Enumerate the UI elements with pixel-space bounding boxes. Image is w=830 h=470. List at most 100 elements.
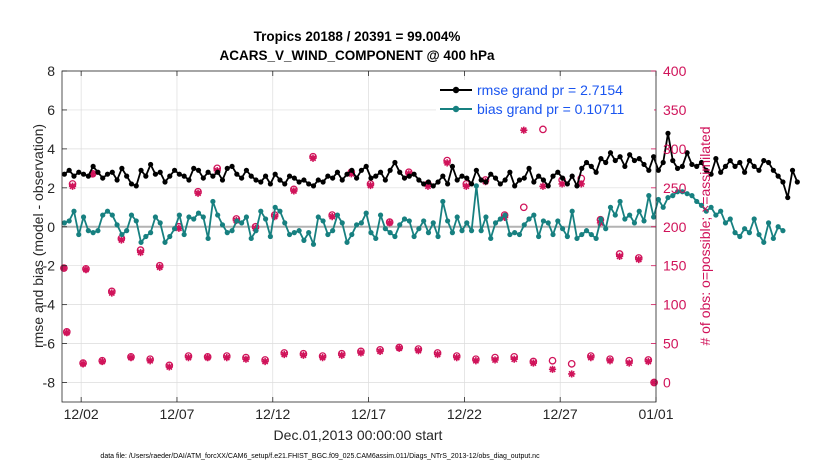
bias-point xyxy=(109,212,115,218)
rmse-point xyxy=(665,130,671,136)
bias-point xyxy=(277,208,283,214)
y-tick-label: -6 xyxy=(43,336,56,352)
rmse-point xyxy=(377,169,384,175)
obs-assimilated-point xyxy=(424,182,432,190)
bias-point xyxy=(478,228,484,234)
obs-assimilated-point xyxy=(136,248,145,257)
rmse-point xyxy=(286,173,293,179)
obs-assimilated-point xyxy=(175,224,183,232)
bias-point xyxy=(239,220,245,226)
bias-point xyxy=(631,220,638,226)
bias-point xyxy=(181,231,187,238)
bias-point xyxy=(445,218,451,224)
bias-point xyxy=(612,212,618,218)
rmse-point xyxy=(358,167,364,173)
obs-assimilated-point xyxy=(194,189,202,197)
bias-point xyxy=(435,233,441,240)
bias-point xyxy=(698,202,705,208)
rmse-point xyxy=(382,177,388,183)
rmse-point xyxy=(627,152,633,158)
y2-tick-label: 300 xyxy=(663,141,687,157)
rmse-point xyxy=(229,163,235,170)
obs-assimilated-point xyxy=(625,359,633,367)
obs-assimilated-point xyxy=(82,266,90,274)
rmse-point xyxy=(512,183,518,189)
bias-point xyxy=(262,216,269,222)
obs-assimilated-point xyxy=(386,219,394,227)
obs-assimilated-point xyxy=(79,360,87,368)
bias-point xyxy=(253,228,259,234)
x-axis-label: Dec.01,2013 00:00:00 start xyxy=(274,427,443,443)
bias-point xyxy=(152,214,159,220)
bias-point xyxy=(468,228,475,234)
y2-tick-label: 0 xyxy=(663,375,671,391)
plot-frame xyxy=(61,70,657,403)
rmse-point xyxy=(80,171,87,177)
bias-point xyxy=(483,214,489,220)
rmse-point xyxy=(651,154,657,160)
bias-point xyxy=(296,228,302,234)
bias-point xyxy=(674,189,681,195)
bias-point xyxy=(358,220,364,226)
bias-point xyxy=(186,214,192,220)
obs-assimilated-point xyxy=(491,356,499,364)
bias-point xyxy=(406,218,412,224)
obs-possible-point xyxy=(548,356,557,365)
bias-point xyxy=(387,230,393,236)
legend-bias-marker xyxy=(452,105,460,113)
rmse-point xyxy=(516,177,523,183)
bias-point xyxy=(416,226,422,232)
bias-point xyxy=(588,231,594,238)
bias-point xyxy=(742,226,748,232)
bias-point xyxy=(215,212,221,218)
bias-point xyxy=(301,237,307,243)
rmse-point xyxy=(128,181,135,187)
bias-point xyxy=(492,220,499,226)
x-tick-label: 12/27 xyxy=(543,406,578,422)
rmse-point xyxy=(291,175,297,181)
rmse-point xyxy=(545,183,551,189)
bias-point xyxy=(100,212,106,218)
y2-tick-label: 50 xyxy=(663,336,679,352)
obs-assimilated-point xyxy=(568,370,576,378)
y2-axis-label: # of obs: o=possible; ×=assimilated xyxy=(697,126,713,345)
rmse-point xyxy=(234,171,240,177)
legend-rmse-marker xyxy=(452,86,460,94)
rmse-point xyxy=(689,161,695,168)
obs-layer xyxy=(60,125,658,387)
y-axis-left: -8 -6 -4 -2 0 2 4 6 8 xyxy=(43,63,67,391)
bias-point xyxy=(516,231,523,238)
bias-point xyxy=(722,220,729,226)
rmse-point xyxy=(397,169,403,175)
obs-assimilated-point xyxy=(558,180,566,188)
obs-assimilated-point xyxy=(318,354,327,362)
rmse-point xyxy=(416,177,422,183)
rmse-point xyxy=(459,173,465,179)
bias-point xyxy=(195,210,202,216)
bias-point xyxy=(550,231,556,238)
rmse-point xyxy=(262,173,269,179)
rmse-point xyxy=(502,177,508,183)
rmse-point xyxy=(392,159,398,166)
y2-tick-label: 350 xyxy=(663,102,687,118)
rmse-point xyxy=(631,157,638,164)
bias-point xyxy=(267,233,273,240)
rmse-point xyxy=(301,177,307,183)
rmse-point xyxy=(660,159,666,166)
bias-point xyxy=(368,230,374,236)
x-tick-label: 12/12 xyxy=(255,406,290,422)
bias-point xyxy=(430,220,436,226)
obs-assimilated-point xyxy=(395,344,403,352)
rmse-point xyxy=(387,167,393,173)
rmse-point xyxy=(171,167,178,173)
bias-point xyxy=(502,212,508,218)
rmse-point xyxy=(464,175,470,181)
rmse-point xyxy=(133,183,139,189)
rmse-point xyxy=(684,150,690,156)
obs-possible-point xyxy=(519,203,528,212)
bias-point xyxy=(306,230,312,236)
bias-point xyxy=(128,212,135,218)
bias-point xyxy=(507,231,513,238)
rmse-point xyxy=(200,175,206,181)
rmse-point xyxy=(655,167,661,173)
